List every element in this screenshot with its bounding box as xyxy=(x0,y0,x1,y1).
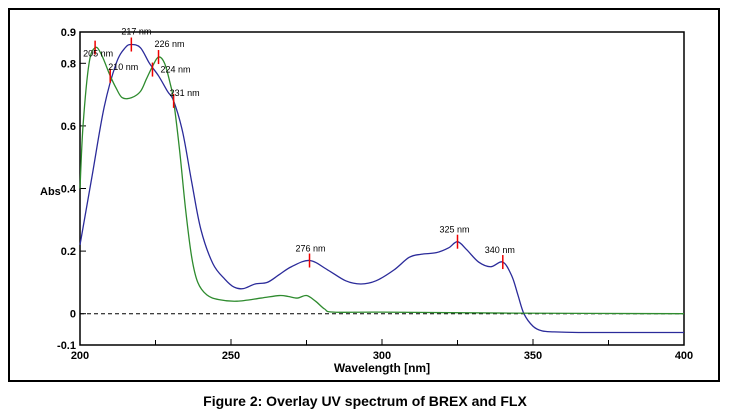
peak-label: 325 nm xyxy=(440,225,470,235)
uv-spectrum-chart: 200 250 300 350 400 -0.1 0 0.2 0.4 0.6 0.8 0.9 205 … xyxy=(40,27,693,375)
peak-label: 205 nm xyxy=(83,49,113,59)
x-tick-label: 250 xyxy=(222,350,240,362)
x-axis-label: Wavelength [nm] xyxy=(334,361,430,375)
y-tick-label: 0.6 xyxy=(61,121,76,133)
series-line-flx xyxy=(79,46,685,315)
figure-frame xyxy=(8,8,720,382)
y-tick-label: 0.2 xyxy=(61,246,76,258)
x-tick-label: 350 xyxy=(524,350,542,362)
figure-caption: Figure 2: Overlay UV spectrum of BREX an… xyxy=(203,393,527,409)
peak-label: 231 nm xyxy=(170,88,200,98)
peak-label: 224 nm xyxy=(160,65,190,75)
y-tick-label: 0 xyxy=(70,309,76,321)
y-tick-label: -0.1 xyxy=(57,340,76,352)
y-tick-label: 0.9 xyxy=(61,27,76,39)
x-tick-label: 300 xyxy=(373,350,391,362)
peak-label: 276 nm xyxy=(296,243,326,253)
x-tick-label: 400 xyxy=(675,350,693,362)
peak-label: 226 nm xyxy=(155,39,185,49)
x-tick-label: 200 xyxy=(71,350,89,362)
y-tick-label: 0.4 xyxy=(61,184,77,196)
peak-label: 210 nm xyxy=(108,62,138,72)
y-axis-label: Abs xyxy=(40,186,61,198)
peak-label: 217 nm xyxy=(121,27,151,37)
y-tick-label: 0.8 xyxy=(61,58,76,70)
plot-area xyxy=(79,31,685,346)
peak-label: 340 nm xyxy=(485,245,515,255)
